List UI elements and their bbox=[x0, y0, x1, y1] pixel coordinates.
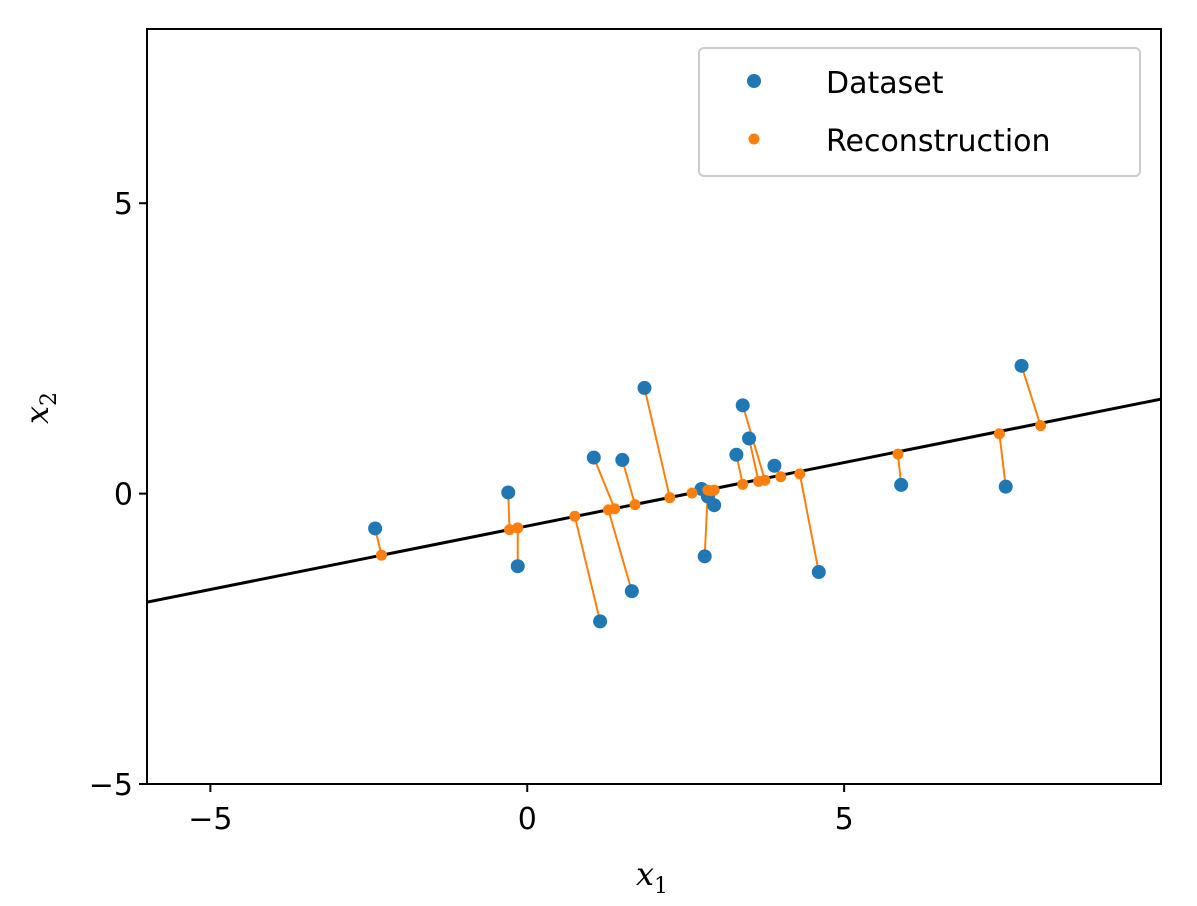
x-tick-label: 0 bbox=[518, 802, 537, 837]
connector-line bbox=[592, 457, 616, 510]
dataset-point bbox=[624, 584, 639, 599]
plot-area bbox=[147, 358, 1161, 629]
reconstruction-point bbox=[504, 524, 516, 536]
reconstruction-point bbox=[759, 474, 771, 486]
dataset-point bbox=[615, 452, 630, 467]
legend-marker-reconstruction bbox=[748, 133, 760, 145]
legend-box bbox=[698, 47, 1141, 177]
reconstruction-point bbox=[1035, 420, 1047, 432]
y-axis-label-subscript: 2 bbox=[37, 392, 62, 406]
y-axis-label-main: x bbox=[18, 406, 56, 424]
dataset-point bbox=[894, 477, 909, 492]
dataset-point bbox=[767, 458, 782, 473]
x-axis: −5 0 5 bbox=[188, 784, 854, 837]
dataset-point bbox=[637, 380, 652, 395]
dataset-point bbox=[742, 431, 757, 446]
dataset-point bbox=[501, 485, 516, 500]
dataset-point bbox=[707, 498, 722, 513]
reconstruction-point bbox=[775, 471, 787, 483]
x-tick-label: 5 bbox=[835, 802, 854, 837]
connector-line bbox=[1020, 365, 1042, 426]
reconstruction-point bbox=[569, 510, 581, 522]
dataset-point bbox=[1014, 358, 1029, 373]
connector-line bbox=[621, 459, 636, 505]
x-axis-label-main: x bbox=[636, 855, 654, 893]
legend-marker-dataset bbox=[747, 74, 761, 88]
connector-line bbox=[607, 509, 633, 592]
dataset-point bbox=[735, 398, 750, 413]
reconstruction-point bbox=[708, 484, 720, 496]
legend-label-dataset: Dataset bbox=[826, 66, 944, 101]
connector-line bbox=[748, 438, 760, 482]
y-tick-label: −5 bbox=[89, 768, 133, 803]
dataset-point bbox=[593, 614, 608, 629]
dataset-point bbox=[697, 549, 712, 564]
y-tick-label: 0 bbox=[114, 478, 133, 513]
y-tick-label: 5 bbox=[114, 187, 133, 222]
legend-label-reconstruction: Reconstruction bbox=[826, 124, 1051, 159]
connector-line bbox=[798, 473, 820, 573]
fitted-line bbox=[147, 397, 1161, 604]
y-axis-label: x2 bbox=[18, 392, 62, 424]
connector-line bbox=[573, 516, 602, 622]
series-layer bbox=[368, 358, 1047, 629]
reconstruction-point bbox=[737, 478, 749, 490]
x-axis-label: x1 bbox=[636, 855, 668, 899]
reconstruction-point bbox=[629, 499, 641, 511]
dataset-point bbox=[998, 479, 1013, 494]
dataset-point bbox=[510, 559, 525, 574]
x-axis-label-subscript: 1 bbox=[654, 874, 668, 899]
y-axis: −5 0 5 bbox=[89, 187, 147, 803]
reconstruction-point bbox=[892, 448, 904, 460]
series-reconstruction bbox=[375, 420, 1047, 561]
connector-line bbox=[643, 387, 671, 498]
x-tick-label: −5 bbox=[188, 802, 232, 837]
reconstruction-point bbox=[686, 487, 698, 499]
reconstruction-point bbox=[794, 468, 806, 480]
dataset-point bbox=[368, 521, 383, 536]
legend: Dataset Reconstruction bbox=[698, 47, 1141, 177]
reconstruction-point bbox=[609, 503, 621, 515]
dataset-point bbox=[586, 450, 601, 465]
dataset-point bbox=[811, 565, 826, 580]
reconstruction-point bbox=[664, 492, 676, 504]
connector-line bbox=[998, 433, 1007, 487]
reconstruction-point bbox=[993, 428, 1005, 440]
reconstruction-point bbox=[512, 522, 524, 534]
axes-frame bbox=[146, 28, 1162, 785]
dataset-point bbox=[729, 447, 744, 462]
reconstruction-point bbox=[375, 549, 387, 561]
